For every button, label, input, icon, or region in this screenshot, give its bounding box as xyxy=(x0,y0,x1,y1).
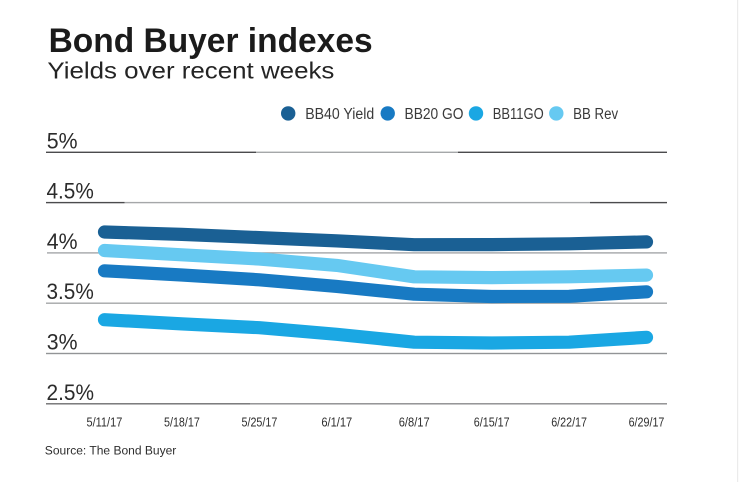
svg-text:BB11GO: BB11GO xyxy=(493,106,544,123)
svg-text:3%: 3% xyxy=(47,330,78,355)
svg-text:Source: The Bond Buyer: Source: The Bond Buyer xyxy=(45,444,177,458)
svg-text:6/15/17: 6/15/17 xyxy=(474,414,510,429)
svg-text:6/29/17: 6/29/17 xyxy=(629,414,665,429)
svg-text:6/22/17: 6/22/17 xyxy=(551,414,587,429)
svg-text:4.5%: 4.5% xyxy=(47,179,94,204)
svg-text:5/11/17: 5/11/17 xyxy=(87,414,123,429)
svg-text:4%: 4% xyxy=(47,229,78,254)
svg-text:3.5%: 3.5% xyxy=(47,279,94,304)
svg-text:2.5%: 2.5% xyxy=(47,380,95,405)
svg-text:6/1/17: 6/1/17 xyxy=(321,414,352,429)
svg-text:5%: 5% xyxy=(47,128,78,153)
svg-text:6/8/17: 6/8/17 xyxy=(399,414,430,429)
svg-text:BB40 Yield: BB40 Yield xyxy=(305,106,374,123)
svg-text:Yields over recent weeks: Yields over recent weeks xyxy=(47,57,334,83)
svg-text:5/25/17: 5/25/17 xyxy=(242,414,278,429)
svg-text:BB20 GO: BB20 GO xyxy=(405,106,464,123)
svg-text:Bond Buyer indexes: Bond Buyer indexes xyxy=(49,22,373,60)
svg-text:BB Rev: BB Rev xyxy=(573,106,618,123)
svg-text:5/18/17: 5/18/17 xyxy=(164,414,200,429)
